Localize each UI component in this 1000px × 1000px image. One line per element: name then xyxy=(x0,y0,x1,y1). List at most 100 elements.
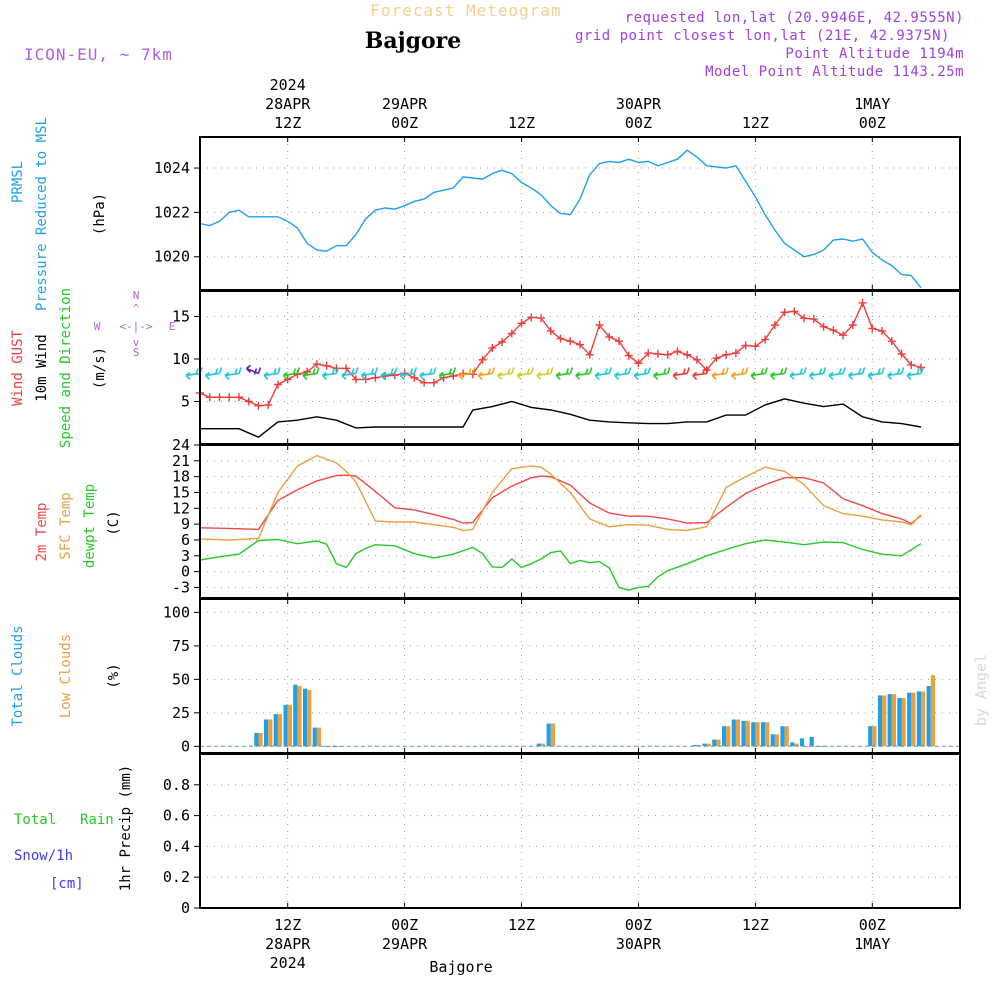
temp-label-dewpt: dewpt Temp xyxy=(82,484,98,568)
y-tick-label: 3 xyxy=(181,547,190,565)
gust-point-marker xyxy=(234,393,243,402)
y-tick-label: 0.6 xyxy=(163,807,190,825)
top-time-label: 12Z xyxy=(508,114,535,132)
gust-point-marker xyxy=(829,326,838,335)
prmsl-line xyxy=(199,149,922,289)
y-tick-label: 1020 xyxy=(154,248,190,266)
wind-barb xyxy=(536,367,554,381)
wind-panel-labels: Wind GUST 10m Wind Speed and Direction (… xyxy=(10,288,175,448)
wind-panel-frame xyxy=(199,290,961,445)
total-clouds-bar xyxy=(712,739,717,747)
gust-point-marker xyxy=(205,393,214,402)
gust-point-marker xyxy=(371,373,380,382)
total-clouds-bar xyxy=(264,719,269,747)
low-clouds-bar xyxy=(541,743,546,747)
gust-point-marker xyxy=(848,321,857,329)
gust-point-marker xyxy=(605,332,614,341)
precipitation-panel-frame xyxy=(199,753,961,909)
bottom-time-label: 12Z xyxy=(508,916,535,934)
gust-point-marker xyxy=(546,326,555,335)
wind-panel: 5 10 15 xyxy=(172,290,961,445)
dewpt-temp-line xyxy=(199,538,922,591)
precip-label-rain: Rain xyxy=(80,812,114,828)
bottom-time-label: 00Z xyxy=(391,916,418,934)
compass-cross: <-|-> xyxy=(119,320,152,333)
gust-point-marker xyxy=(576,340,584,349)
wind-label-unit: (m/s) xyxy=(92,347,108,389)
gust-point-marker xyxy=(322,361,331,370)
point-altitude: Point Altitude 1194m xyxy=(785,46,964,62)
model-label: ICON-EU, ~ 7km xyxy=(24,45,173,64)
wind-barb xyxy=(594,367,612,381)
compass-up: ^ xyxy=(133,302,140,315)
gust-point-marker xyxy=(722,350,731,359)
total-clouds-bar xyxy=(536,743,541,747)
gust-point-marker xyxy=(566,337,575,346)
y-tick-label: 9 xyxy=(181,515,190,533)
wind-barb xyxy=(380,367,398,381)
low-clouds-bar xyxy=(735,719,741,747)
wind-label-speed-dir: Speed and Direction xyxy=(58,288,74,448)
panels-layer: 10201022102451015-3036912151821240255075… xyxy=(154,136,961,917)
y-tick-label: 0.4 xyxy=(163,837,190,855)
wind-barb xyxy=(438,367,457,381)
wind-barb xyxy=(575,367,593,381)
low-clouds-bar xyxy=(765,722,770,747)
compass-north: N xyxy=(133,289,140,302)
y-tick-label: -3 xyxy=(172,578,190,596)
wind-gust-line xyxy=(199,301,922,407)
gust-point-marker xyxy=(761,335,770,344)
wind-barb xyxy=(711,367,729,381)
bottom-time-label: 2024 xyxy=(270,954,306,972)
gust-point-marker xyxy=(858,298,867,307)
gust-point-marker xyxy=(614,337,623,346)
y-tick-label: 18 xyxy=(172,468,190,486)
top-time-label: 2024 xyxy=(270,76,306,94)
low-clouds-bar xyxy=(550,723,555,747)
y-tick-label: 100 xyxy=(163,603,190,621)
wind-barb xyxy=(263,367,281,381)
wind-barb xyxy=(847,367,866,381)
total-clouds-bar xyxy=(546,723,551,747)
top-time-label: 12Z xyxy=(742,114,769,132)
station-name: Bajgore xyxy=(365,28,461,54)
top-time-label: 30APR xyxy=(616,95,662,113)
low-clouds-bar xyxy=(268,719,273,747)
y-tick-label: 50 xyxy=(172,670,190,688)
low-clouds-bar xyxy=(794,743,799,747)
total-clouds-bar xyxy=(702,743,707,747)
y-tick-label: 25 xyxy=(172,704,190,722)
gust-point-marker xyxy=(283,375,292,384)
low-clouds-bar xyxy=(872,726,877,747)
compass-west: W xyxy=(94,320,101,333)
2m-temp-line xyxy=(199,474,922,531)
wind-barb xyxy=(750,367,768,381)
gust-point-marker xyxy=(683,350,692,359)
low-clouds-bar xyxy=(774,734,780,747)
pressure-panel-frame xyxy=(199,136,961,291)
precip-panel-labels: Total Rain Snow/1h [cm] 1hr Precip (mm) xyxy=(14,765,134,892)
low-clouds-bar xyxy=(316,727,322,747)
wind-barb xyxy=(321,367,340,381)
gust-point-marker xyxy=(800,314,809,323)
gust-point-marker xyxy=(839,331,848,340)
clouds-label-low: Low Clouds xyxy=(58,634,74,718)
y-tick-label: 0 xyxy=(181,563,190,581)
y-tick-label: 0 xyxy=(181,899,190,917)
wind-barb xyxy=(516,367,535,381)
gust-point-marker xyxy=(420,378,429,387)
total-clouds-bar xyxy=(731,719,736,747)
low-clouds-bar xyxy=(726,726,731,747)
gust-point-marker xyxy=(254,401,263,410)
bottom-time-label: 00Z xyxy=(859,916,886,934)
low-clouds-bar xyxy=(287,704,292,747)
wind-barb xyxy=(245,364,262,375)
precip-label-unit: 1hr Precip (mm) xyxy=(118,765,134,891)
total-clouds-bar xyxy=(780,726,785,747)
wind-barb xyxy=(731,367,749,381)
gust-point-marker xyxy=(488,343,497,352)
y-tick-label: 0.2 xyxy=(163,868,190,886)
gust-point-marker xyxy=(790,307,799,316)
wind-barb xyxy=(614,367,632,381)
